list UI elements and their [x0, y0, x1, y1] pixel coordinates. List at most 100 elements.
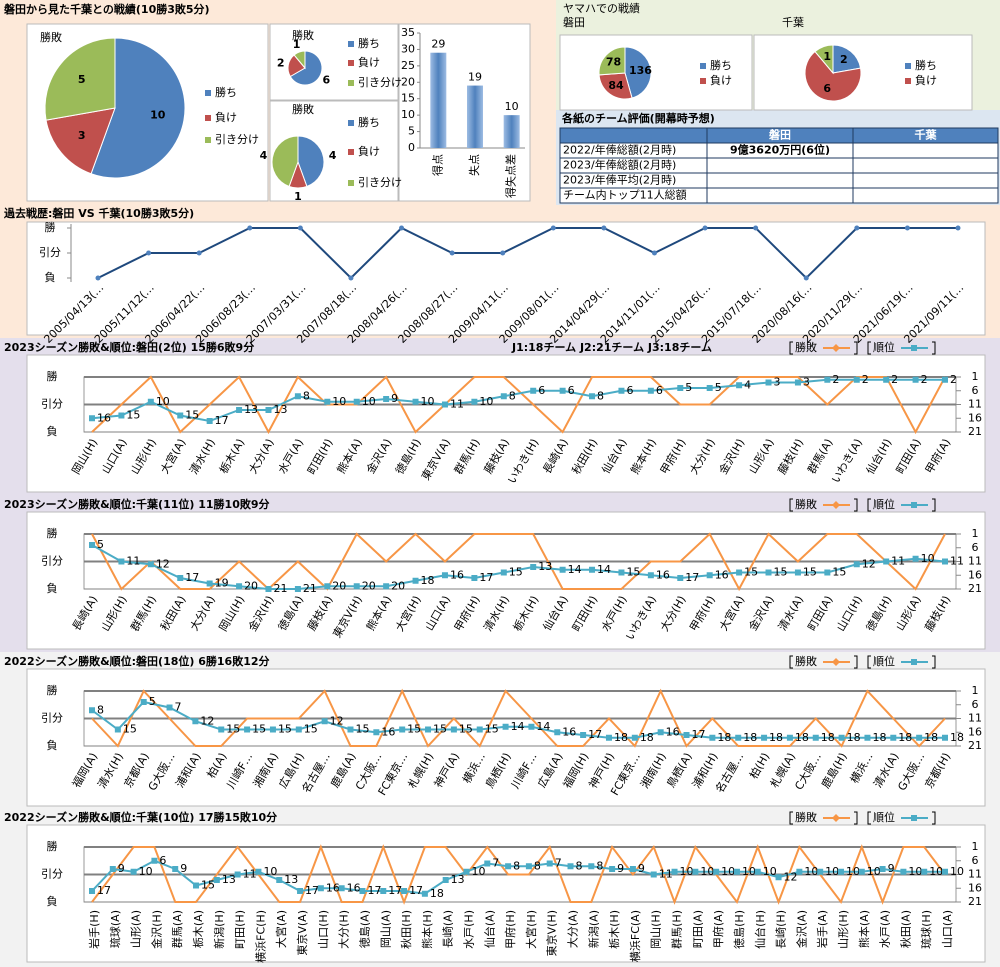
rank-marker — [824, 376, 831, 383]
legend-bracket — [854, 341, 858, 355]
point — [550, 225, 556, 231]
series-line — [91, 859, 945, 895]
rank-label: 10 — [156, 395, 170, 408]
rank-label: 9 — [888, 862, 895, 875]
rank-label: 18 — [640, 731, 654, 744]
rank-label: 6 — [626, 384, 633, 397]
legend-label: 勝敗 — [795, 497, 817, 511]
y-tick-label: 負 — [47, 739, 58, 752]
rank-marker — [265, 407, 272, 413]
rank-label: 12 — [200, 714, 214, 727]
y-tick-label: 引分 — [41, 397, 63, 411]
rank-marker — [147, 398, 154, 405]
rank-label: 15 — [226, 723, 240, 736]
bar-label: 29 — [431, 38, 445, 51]
rank-label: 8 — [534, 859, 541, 872]
rank-label: 10 — [139, 865, 153, 878]
point — [803, 275, 809, 281]
rank-marker — [269, 726, 276, 733]
x-tick-label: 甲府(A) — [711, 910, 725, 948]
rank-marker — [166, 704, 173, 711]
rank-label: 15 — [459, 723, 473, 736]
rank-marker — [236, 583, 243, 590]
pie-slice — [624, 46, 652, 99]
slice-label: 10 — [150, 109, 166, 122]
y2-tick-label: 6 — [972, 854, 979, 867]
rank-label: 13 — [273, 403, 287, 416]
legend-swatch — [205, 137, 211, 143]
rank-label: 10 — [908, 865, 922, 878]
x-tick-label: 岩手(H) — [87, 910, 101, 949]
rank-marker — [359, 888, 366, 894]
slice-label: 1 — [294, 190, 302, 203]
x-tick-label: 甲府(H) — [503, 910, 517, 949]
rank-marker — [353, 583, 360, 590]
rank-label: 2 — [921, 373, 928, 386]
rank-label: 20 — [244, 579, 258, 592]
chart-title: 2023シーズン勝敗&順位:磐田(2位) 15勝6敗9分 — [4, 340, 254, 354]
rank-label: 2 — [950, 373, 957, 386]
rank-label: 20 — [362, 579, 376, 592]
bar-label: 10 — [505, 100, 519, 113]
rank-marker — [567, 863, 574, 870]
point — [146, 250, 152, 256]
rank-marker — [441, 401, 448, 408]
rank-label: 8 — [576, 859, 583, 872]
rank-marker — [177, 412, 184, 419]
rank-marker — [838, 734, 845, 741]
rank-marker — [853, 561, 860, 568]
legend-swatch — [205, 115, 211, 121]
rank-label: 15 — [123, 723, 137, 736]
chart-subtitle: J1:18チーム J2:21チーム J3:18チーム — [511, 341, 712, 354]
rank-marker — [140, 699, 147, 705]
rank-label: 15 — [626, 566, 640, 579]
rank-marker — [761, 734, 768, 741]
rank-label: 5 — [685, 381, 692, 394]
y2-tick-label: 1 — [972, 840, 979, 853]
rank-marker — [883, 376, 890, 383]
x-tick-label: 仙台(A) — [482, 910, 496, 948]
rank-marker — [317, 885, 324, 892]
rank-marker — [942, 868, 948, 875]
rank-label: 3 — [803, 376, 810, 389]
rank-label: 17 — [185, 571, 199, 584]
x-tick-label: 徳島(A) — [357, 910, 371, 948]
rank-marker — [647, 387, 654, 394]
rank-label: 9 — [391, 392, 398, 405]
point — [702, 225, 708, 231]
series-line — [91, 378, 945, 423]
rank-marker — [471, 398, 478, 405]
rank-marker — [373, 729, 380, 736]
rank-label: 10 — [263, 865, 277, 878]
rank-label: 17 — [97, 884, 111, 897]
rank-marker — [500, 393, 507, 400]
rank-label: 9 — [638, 862, 645, 875]
rank-marker — [412, 398, 419, 405]
slice-label: 4 — [329, 149, 337, 162]
rank-marker — [442, 877, 449, 883]
slice-label: 2 — [840, 53, 848, 66]
legend-label: 勝敗 — [795, 654, 817, 668]
pie-title: 勝敗 — [40, 30, 62, 44]
legend-bracket — [789, 655, 793, 669]
y-tick-label: 30 — [401, 42, 415, 55]
x-tick-label: 山口(A) — [941, 910, 954, 948]
rank-label: 16 — [666, 725, 680, 738]
series-line — [91, 844, 946, 905]
rank-label: 21 — [303, 582, 317, 595]
rank-marker — [471, 575, 478, 581]
legend-bracket — [867, 655, 871, 669]
y2-tick-label: 21 — [968, 582, 982, 595]
legend-bracket — [789, 811, 793, 825]
rank-marker — [528, 723, 535, 730]
rank-label: 15 — [433, 723, 447, 736]
rank-label: 8 — [597, 389, 604, 402]
rank-marker — [786, 734, 793, 741]
x-tick-label: 水戸(A) — [879, 910, 892, 948]
rank-marker — [609, 866, 616, 872]
point — [651, 250, 657, 256]
rank-marker — [276, 877, 283, 883]
rank-marker — [213, 877, 220, 883]
x-tick-label: 群馬(H) — [670, 910, 684, 949]
